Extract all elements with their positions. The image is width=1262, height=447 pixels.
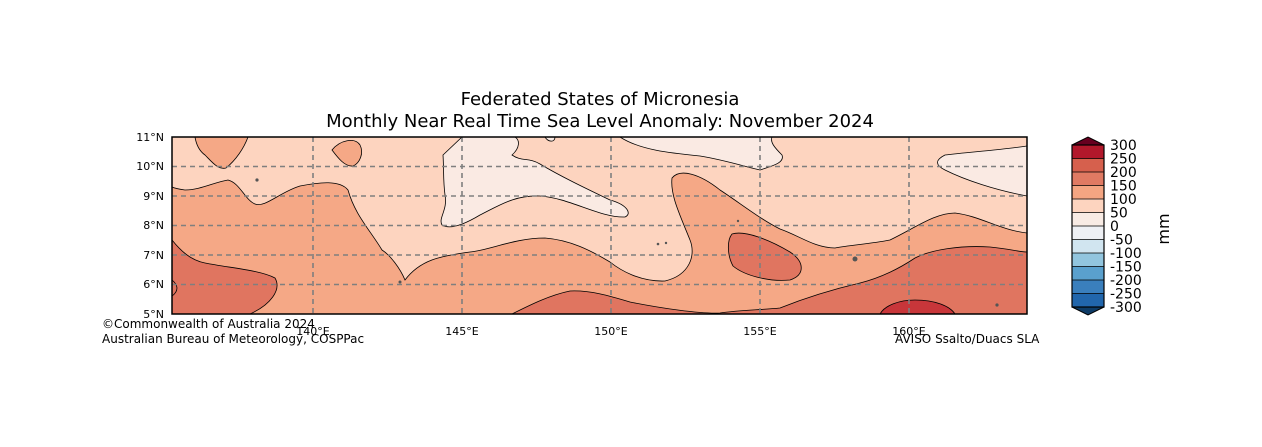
colorbar-label: -50: [1110, 233, 1133, 249]
lon-tick-labels: 140°E 145°E 150°E 155°E 160°E: [296, 325, 925, 338]
lat-tick-labels: 11°N 10°N 9°N 8°N 7°N 6°N 5°N: [136, 131, 164, 321]
lat-tick-9n: 9°N: [143, 190, 164, 203]
lon-tick-160e: 160°E: [892, 325, 925, 338]
colorbar-swatch-0: [1072, 212, 1104, 226]
anomaly-band-50: [462, 137, 783, 171]
colorbar-label: 200: [1110, 165, 1137, 181]
colorbar-unit: mm: [1154, 213, 1173, 244]
colorbar-label: 50: [1110, 206, 1128, 222]
anomaly-patch-150-small: [331, 140, 362, 167]
colorbar-swatch-50: [1072, 199, 1104, 213]
lat-tick-6n: 6°N: [143, 278, 164, 291]
credit-aviso: AVISO Ssalto/Duacs SLA: [895, 332, 1040, 346]
map-frame: [171, 136, 1028, 315]
colorbar-label: -200: [1110, 273, 1142, 289]
colorbar-swatch-m250: [1072, 280, 1104, 294]
anomaly-patch-150-nw: [194, 137, 249, 169]
sea-level-anomaly-map: [172, 137, 1027, 314]
colorbar-swatch-100: [1072, 185, 1104, 199]
colorbar-label: -100: [1110, 246, 1142, 262]
colorbar: 300 250 200 150 100 50 0 -50 -100 -150 -…: [1071, 136, 1173, 316]
anomaly-patch-200-center: [727, 232, 802, 281]
colorbar-swatch-m300: [1072, 293, 1104, 307]
anomaly-patch-250: [879, 299, 956, 314]
gridlines: [172, 137, 1027, 314]
colorbar-label: 0: [1110, 219, 1119, 235]
colorbar-label: -300: [1110, 300, 1142, 316]
colorbar-label: -150: [1110, 260, 1142, 276]
colorbar-label: 100: [1110, 192, 1137, 208]
colorbar-label: -250: [1110, 287, 1142, 303]
credit-bom: Australian Bureau of Meteorology, COSPPa…: [102, 332, 364, 346]
lat-tick-11n: 11°N: [136, 131, 164, 144]
anomaly-band-200-south: [511, 246, 1027, 314]
lat-tick-7n: 7°N: [143, 249, 164, 262]
colorbar-swatch-m200: [1072, 266, 1104, 280]
credit-copyright: ©Commonwealth of Australia 2024: [102, 317, 315, 331]
colorbar-top-extend: [1071, 136, 1105, 146]
colorbar-swatch-m150: [1072, 253, 1104, 267]
islands: [255, 178, 999, 307]
anomaly-band-50-east: [937, 145, 1027, 197]
colorbar-label: 300: [1110, 138, 1137, 154]
lon-tick-150e: 150°E: [594, 325, 627, 338]
colorbar-labels: 300 250 200 150 100 50 0 -50 -100 -150 -…: [1110, 138, 1142, 316]
anomaly-band-50-center: [440, 137, 629, 228]
lon-tick-145e: 145°E: [445, 325, 478, 338]
colorbar-label: 250: [1110, 152, 1137, 168]
lat-tick-8n: 8°N: [143, 219, 164, 232]
map-subtitle: Monthly Near Real Time Sea Level Anomaly…: [326, 111, 874, 132]
lat-tick-10n: 10°N: [136, 160, 164, 173]
anomaly-band-200-west: [172, 239, 278, 314]
colorbar-swatch-200: [1072, 158, 1104, 172]
colorbar-label: 150: [1110, 179, 1137, 195]
lat-tick-5n: 5°N: [143, 308, 164, 321]
lon-tick-140e: 140°E: [296, 325, 329, 338]
colorbar-swatch-250: [1072, 145, 1104, 159]
colorbar-swatch-m50: [1072, 226, 1104, 240]
colorbar-swatch-150: [1072, 172, 1104, 186]
colorbar-swatch-m100: [1072, 239, 1104, 253]
map-title: Federated States of Micronesia: [461, 89, 740, 110]
lon-tick-155e: 155°E: [743, 325, 776, 338]
colorbar-bottom-extend: [1071, 306, 1105, 316]
